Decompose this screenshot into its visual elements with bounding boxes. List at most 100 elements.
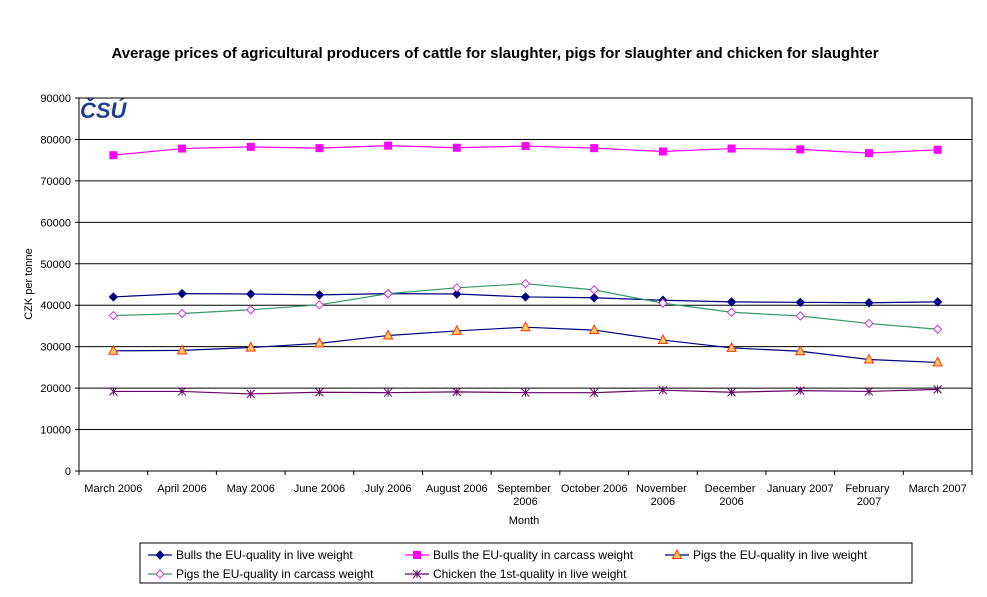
y-axis-label: CZK per tonne [23,248,35,320]
x-tick-label: September 2006 [497,483,554,508]
marker [932,356,943,367]
marker [658,298,668,308]
marker [588,324,600,335]
marker [108,292,119,302]
marker [384,141,393,150]
marker [176,344,188,355]
marker [932,324,943,334]
marker [589,285,599,295]
marker [155,550,165,560]
marker [727,387,736,397]
marker [155,569,165,579]
marker [795,311,805,321]
x-axis-label: Month [509,515,540,527]
marker [452,283,462,293]
marker [109,151,118,160]
marker [177,288,187,299]
marker [452,387,462,397]
marker [671,548,683,559]
marker [864,387,874,396]
y-tick-label: 0 [65,466,71,478]
marker [315,144,324,153]
marker [520,321,531,332]
marker [727,144,736,153]
marker [864,149,873,158]
marker [590,144,599,153]
marker [658,385,668,395]
marker [246,142,255,151]
marker [246,289,256,299]
chart-title: Average prices of agricultural producers… [111,45,879,62]
marker [864,298,874,308]
marker [863,353,875,364]
marker [932,297,943,307]
marker [864,318,874,329]
marker [314,300,325,310]
x-tick-label: January 2007 [767,483,834,495]
marker [314,337,325,348]
marker [177,308,187,319]
legend [139,542,913,584]
marker [108,310,119,321]
marker [521,388,530,398]
x-tick-label: February 2007 [845,483,892,508]
y-tick-label: 50000 [40,259,71,271]
marker [796,145,805,154]
marker [520,292,531,302]
marker [412,569,422,579]
marker [108,344,119,355]
x-tick-label: November 2006 [636,483,690,508]
x-tick-label: April 2006 [157,483,207,495]
marker [657,333,669,345]
marker [795,386,805,395]
legend-label: Bulls the EU-quality in live weight [176,548,353,562]
marker [315,387,324,397]
legend-label: Pigs the EU-quality in live weight [693,548,868,562]
marker [451,324,463,335]
y-tick-label: 40000 [40,300,71,312]
marker [245,341,257,352]
marker [794,345,806,356]
marker [589,293,599,303]
marker [177,387,187,396]
marker [521,142,530,151]
x-tick-label: August 2006 [426,483,488,495]
y-tick-label: 90000 [40,93,71,105]
marker [108,387,118,396]
marker [314,290,325,300]
y-tick-label: 80000 [40,134,71,146]
x-tick-label: October 2006 [561,483,628,495]
marker [452,143,461,152]
x-tick-label: May 2006 [227,483,275,495]
marker [589,388,599,398]
x-tick-label: March 2006 [84,483,142,495]
x-tick-label: June 2006 [294,483,345,495]
marker [726,297,737,307]
marker [246,389,256,399]
marker [382,329,394,340]
marker [726,307,737,317]
marker [178,144,187,153]
x-tick-label: December 2006 [705,483,759,508]
x-tick-label: July 2006 [365,483,412,495]
marker [452,289,462,299]
y-tick-label: 10000 [40,425,71,437]
marker [726,341,737,352]
marker [933,145,942,154]
marker [383,388,393,398]
logo: ČSÚ [80,98,128,123]
y-tick-label: 30000 [40,342,71,354]
legend-label: Chicken the 1st-quality in live weight [433,567,627,581]
y-tick-label: 20000 [40,383,71,395]
marker [795,297,805,308]
y-tick-label: 60000 [40,217,71,229]
legend-label: Pigs the EU-quality in carcass weight [176,567,374,581]
x-tick-label: March 2007 [909,483,967,495]
y-tick-label: 70000 [40,176,71,188]
marker [383,288,393,299]
marker [413,551,421,559]
marker [933,385,943,394]
marker [520,278,531,289]
